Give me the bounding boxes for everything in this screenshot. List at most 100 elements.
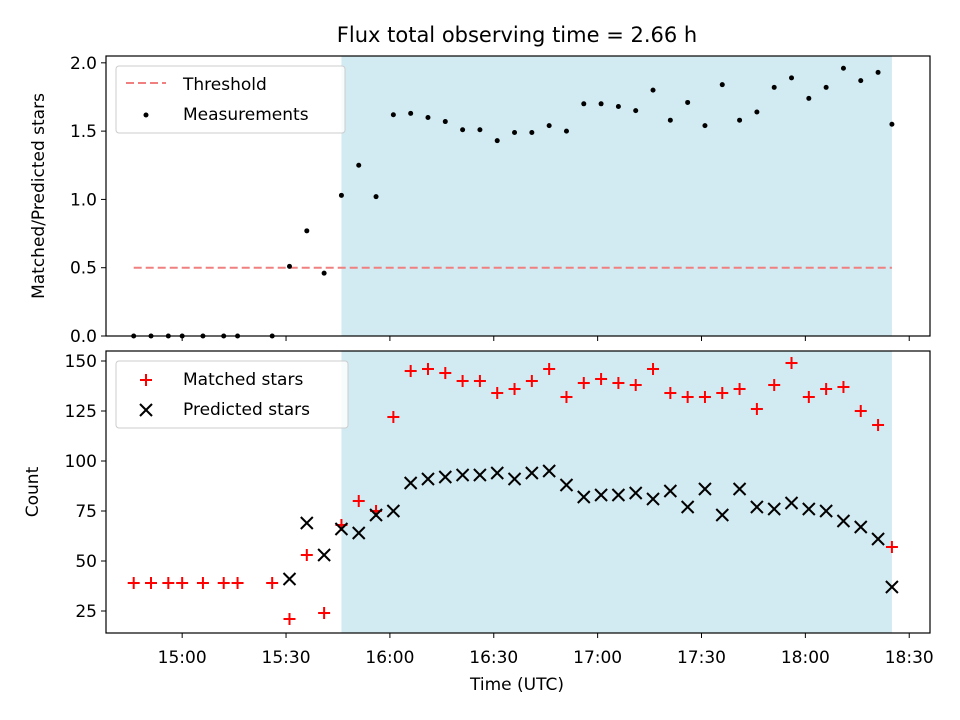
matched-star-point <box>543 363 556 375</box>
measurement-point <box>286 263 292 269</box>
top-x-ticks <box>181 336 910 341</box>
measurement-point <box>840 65 846 71</box>
matched-star-point <box>872 419 885 431</box>
legend-measurements-label: Measurements <box>183 105 309 125</box>
measurement-point <box>494 138 500 144</box>
top-y-tick-label: 1.0 <box>70 190 97 210</box>
measurement-point <box>390 112 396 118</box>
predicted-star-point <box>680 500 695 514</box>
top-legend: Threshold Measurements <box>115 65 346 134</box>
measurement-point <box>546 123 552 129</box>
top-y-axis-label: Matched/Predicted stars <box>29 93 49 299</box>
bottom-y-tick-label: 100 <box>65 452 97 472</box>
legend-matched-label: Matched stars <box>183 370 303 390</box>
measurement-point <box>512 129 518 135</box>
matched-star-point <box>300 549 313 561</box>
predicted-star-point <box>629 486 643 500</box>
measurement-point <box>719 82 725 88</box>
bottom-y-tick-label: 50 <box>75 552 97 572</box>
x-tick-label: 16:00 <box>365 648 414 668</box>
measurement-point <box>650 87 656 93</box>
matched-star-point <box>664 387 677 399</box>
top-y-tick-label: 2.0 <box>70 54 97 74</box>
matched-star-point <box>802 391 815 403</box>
matched-star-point <box>404 365 417 377</box>
matched-star-point <box>421 363 434 375</box>
measurement-point <box>615 104 621 110</box>
measurement-point <box>789 75 795 81</box>
matched-star-point <box>854 405 867 417</box>
matched-star-point <box>820 383 833 395</box>
legend-measurements-swatch <box>143 112 149 118</box>
bottom-panel: 25 50 75 100 125 150 15:00 15:30 16:00 16:30 17:0… <box>23 350 934 695</box>
top-y-tick-label: 0.0 <box>70 327 97 347</box>
top-panel: 0.00.51.01.52.0 Matched/Predicted stars … <box>29 54 931 347</box>
matched-star-point <box>473 375 486 387</box>
x-tick-label: 18:00 <box>781 648 830 668</box>
matched-star-point <box>318 607 331 619</box>
predicted-star-point <box>369 508 383 522</box>
measurement-point <box>408 110 414 116</box>
measurement-point <box>633 108 639 114</box>
x-tick-label: 17:00 <box>573 648 622 668</box>
predicted-star-point <box>282 572 297 586</box>
predicted-star-point <box>885 580 899 594</box>
measurement-point <box>356 162 362 168</box>
bottom-legend-box <box>115 360 349 429</box>
matched-star-point <box>217 577 230 589</box>
top-observing-span <box>341 56 892 336</box>
bottom-plot-frame <box>105 350 931 634</box>
matched-star-point <box>560 391 573 403</box>
matched-star-point <box>352 495 365 507</box>
bottom-y-ticks: 25 50 75 100 125 150 <box>65 352 106 622</box>
predicted-star-point <box>559 478 574 492</box>
predicted-star-point <box>611 488 626 502</box>
matched-star-point <box>698 391 711 403</box>
top-plot-frame <box>105 55 931 337</box>
matched-star-point <box>629 379 642 391</box>
predicted-star-point <box>352 526 366 540</box>
matched-star-point <box>768 379 781 391</box>
x-tick-label: 15:30 <box>262 648 311 668</box>
predicted-star-point <box>646 492 660 506</box>
measurement-point <box>373 194 379 200</box>
measurement-point <box>771 84 777 90</box>
matched-star-point <box>283 613 296 625</box>
bottom-legend: Matched stars Predicted stars <box>115 360 349 429</box>
top-y-tick-label: 0.5 <box>70 259 97 279</box>
predicted-star-point <box>750 500 764 514</box>
predicted-star-point <box>836 514 851 528</box>
bottom-y-axis-label: Count <box>23 466 43 517</box>
predicted-star-point <box>473 468 487 482</box>
predicted-star-point <box>871 532 885 546</box>
measurement-point <box>563 128 569 134</box>
bottom-y-tick-label: 75 <box>75 502 97 522</box>
matched-stars-points <box>127 357 898 625</box>
predicted-star-point <box>334 522 349 536</box>
predicted-star-point <box>455 468 470 482</box>
matched-star-point <box>785 357 798 369</box>
predicted-star-point <box>802 502 816 516</box>
measurement-point <box>529 129 535 135</box>
matched-star-point <box>387 411 400 423</box>
matched-star-point <box>231 577 244 589</box>
measurement-point <box>875 69 881 75</box>
legend-predicted-label: Predicted stars <box>183 400 310 420</box>
legend-threshold-label: Threshold <box>182 75 267 95</box>
matched-star-point <box>733 383 746 395</box>
matched-star-point <box>508 383 521 395</box>
predicted-star-point <box>715 508 729 522</box>
measurement-point <box>581 101 587 107</box>
predicted-star-point <box>317 548 331 562</box>
matched-star-point <box>456 375 469 387</box>
x-axis-label: Time (UTC) <box>469 675 564 695</box>
bottom-y-tick-label: 150 <box>65 352 97 372</box>
measurement-point <box>321 270 327 276</box>
measurement-point <box>425 114 431 120</box>
matched-star-point <box>577 377 590 389</box>
predicted-star-point <box>542 464 556 478</box>
predicted-star-point <box>300 516 314 530</box>
predicted-star-point <box>490 466 504 480</box>
x-tick-label: 16:30 <box>469 648 518 668</box>
